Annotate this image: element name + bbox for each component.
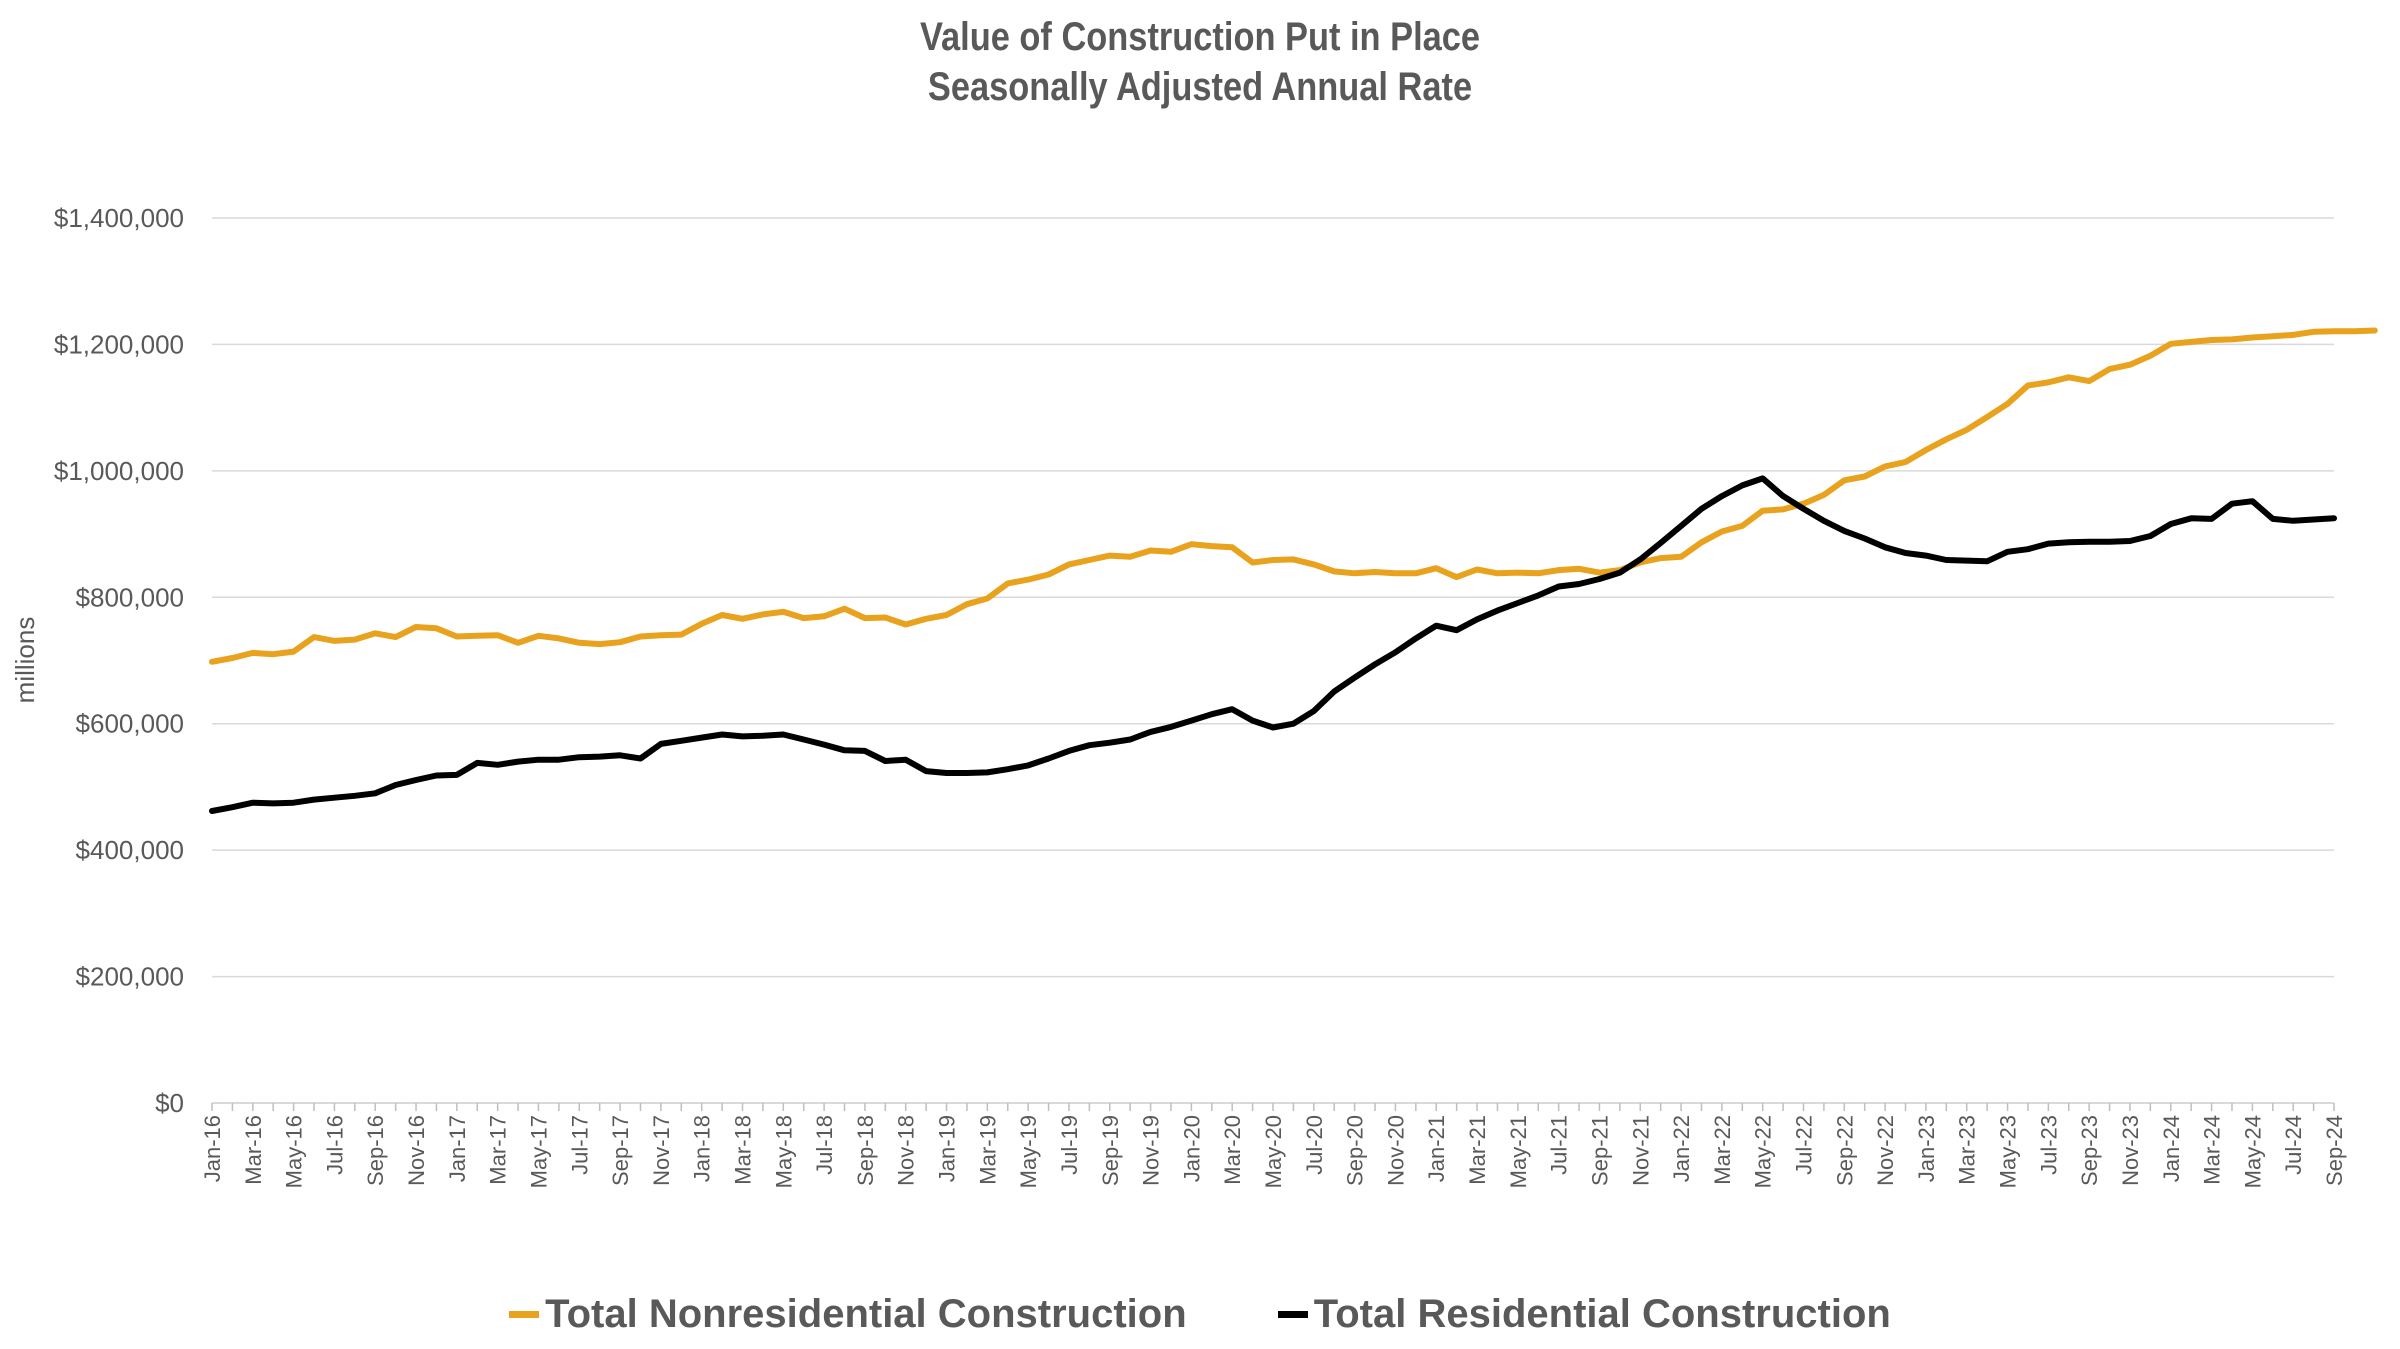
x-tick-label: Mar-19 [975,1115,1000,1185]
chart-subtitle: Seasonally Adjusted Annual Rate [927,65,1473,109]
legend-label-nonresidential: Total Nonresidential Construction [545,1292,1187,1336]
x-tick-label: Sep-22 [1832,1115,1857,1186]
x-tick-label: May-18 [771,1115,796,1188]
x-tick-label: Jul-24 [2281,1115,2306,1175]
x-tick-label: Sep-19 [1098,1115,1123,1186]
y-tick-label: $800,000 [76,582,184,612]
x-tick-label: Mar-16 [241,1115,266,1185]
x-tick-label: Jan-17 [445,1115,470,1182]
x-tick-label: May-16 [282,1115,307,1188]
legend: Total Nonresidential Construction Total … [0,1283,2400,1337]
series-line-nonresidential [209,327,2378,665]
x-tick-label: Sep-18 [853,1115,878,1186]
x-tick-label: Jan-20 [1179,1115,1204,1182]
x-tick-label: Sep-23 [2077,1115,2102,1186]
x-tick-label: Mar-21 [1465,1115,1490,1185]
x-tick-label: Jan-21 [1424,1115,1449,1182]
x-tick-label: Jul-20 [1302,1115,1327,1175]
x-tick-label: Mar-18 [731,1115,756,1185]
x-tick-label: Nov-19 [1139,1115,1164,1186]
x-tick-label: Jan-16 [200,1115,225,1182]
x-tick-label: Nov-23 [2118,1115,2143,1186]
x-tick-label: Jul-18 [812,1115,837,1175]
y-tick-label: $1,400,000 [54,203,184,233]
x-tick-label: Nov-22 [1873,1115,1898,1186]
x-tick-label: Jul-22 [1792,1115,1817,1175]
y-tick-label: $1,200,000 [54,329,184,359]
x-tick-label: Jan-19 [935,1115,960,1182]
x-tick-label: Sep-17 [608,1115,633,1186]
x-tick-label: Sep-21 [1587,1115,1612,1186]
series-line-residential [209,475,2337,814]
x-tick-label: Jul-17 [567,1115,592,1175]
x-tick-label: Jan-24 [2159,1115,2184,1182]
y-axis-ticks: $0 $200,000 $400,000 $600,000 $800,000 $1,000… [54,203,184,1118]
x-tick-label: Sep-24 [2322,1115,2347,1186]
y-tick-label: $400,000 [76,835,184,865]
x-tick-label: Jan-23 [1914,1115,1939,1182]
legend-swatch-residential [1277,1311,1308,1318]
x-tick-label: Nov-16 [404,1115,429,1186]
y-tick-label: $200,000 [76,962,184,992]
x-tick-label: Jul-23 [2036,1115,2061,1175]
y-tick-label: $0 [155,1088,184,1118]
x-tick-label: Jul-21 [1547,1115,1572,1175]
series-lines [209,327,2378,814]
chart-title-line1: Value of Construction Put in Place [919,15,1481,59]
x-tick-label: May-23 [1996,1115,2021,1188]
x-tick-label: Jan-22 [1669,1115,1694,1182]
x-tick-label: May-21 [1506,1115,1531,1188]
x-tick-label: Mar-22 [1710,1115,1735,1185]
x-tick-label: Mar-17 [486,1115,511,1185]
x-tick-label: Mar-24 [2200,1115,2225,1185]
x-tick-label: Nov-21 [1628,1115,1653,1186]
x-tick-label: May-17 [526,1115,551,1188]
x-tick-label: Sep-20 [1343,1115,1368,1186]
x-tick-label: Nov-17 [649,1115,674,1186]
x-axis: Jan-16 Mar-16 May-16 Jul-16 Sep-16 Nov-16 Jan-… [200,1102,2347,1188]
x-tick-label: May-24 [2240,1115,2265,1188]
x-tick-label: Jul-16 [322,1115,347,1175]
x-tick-label: Sep-16 [363,1115,388,1186]
legend-swatch-nonresidential [509,1311,540,1318]
x-tick-label: Nov-20 [1383,1115,1408,1186]
x-tick-label: Jul-19 [1057,1115,1082,1175]
x-tick-label: Nov-18 [894,1115,919,1186]
x-tick-label: Mar-23 [1955,1115,1980,1185]
y-tick-label: $600,000 [76,709,184,739]
x-tick-label: May-22 [1751,1115,1776,1188]
gridlines [212,217,2334,978]
y-tick-label: $1,000,000 [54,456,184,486]
x-tick-label: May-20 [1261,1115,1286,1188]
x-tick-label: Mar-20 [1220,1115,1245,1185]
legend-item-residential: Total Residential Construction [1277,1292,1891,1337]
x-tick-label: May-19 [1016,1115,1041,1188]
y-axis-label: millions [10,617,40,704]
x-tick-label: Jan-18 [690,1115,715,1182]
legend-label-residential: Total Residential Construction [1313,1292,1891,1336]
chart-title: Value of Construction Put in Place Seaso… [168,12,2232,112]
legend-item-nonresidential: Total Nonresidential Construction [509,1292,1187,1337]
